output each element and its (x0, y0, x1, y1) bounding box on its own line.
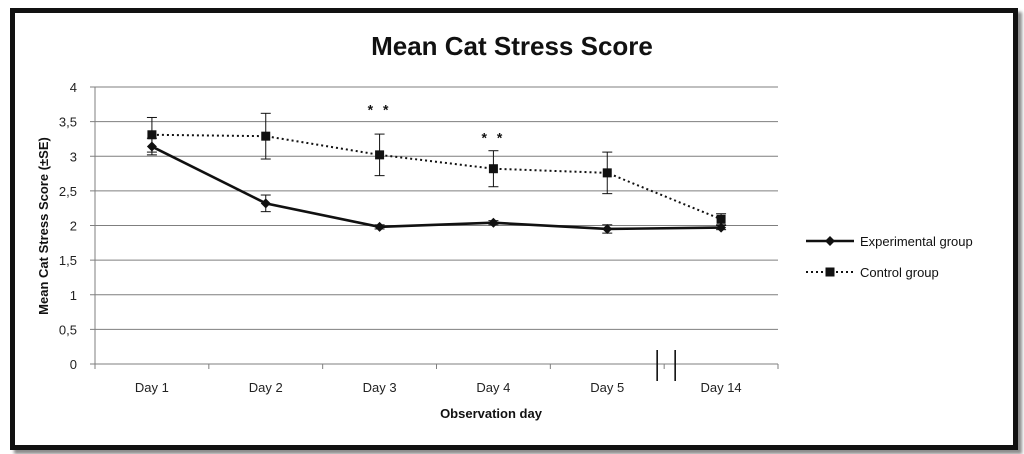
legend-label: Control group (860, 265, 939, 280)
x-tick-label: Day 2 (249, 380, 283, 395)
data-point (147, 130, 157, 140)
y-tick-label: 1,5 (59, 253, 77, 268)
data-point (488, 164, 498, 174)
legend-label: Experimental group (860, 234, 973, 249)
y-tick-label: 3,5 (59, 115, 77, 130)
series-2 (146, 112, 727, 226)
data-point (374, 221, 385, 232)
series-layer (146, 112, 727, 234)
chart-title: Mean Cat Stress Score (371, 31, 653, 61)
y-axis-label: Mean Cat Stress Score (±SE) (36, 137, 51, 315)
y-tick-label: 1 (70, 288, 77, 303)
y-tick-label: 2,5 (59, 184, 77, 199)
y-tick-label: 0 (70, 357, 77, 372)
y-tick-label: 2 (70, 219, 77, 234)
data-point (261, 131, 271, 141)
chart-frame (10, 8, 1018, 450)
significance-marker: * * (368, 102, 392, 118)
y-tick-label: 4 (70, 80, 77, 95)
series-line (151, 133, 722, 221)
x-tick-label: Day 14 (700, 380, 741, 395)
data-point (375, 150, 385, 160)
x-axis-ticks: Day 1 Day 2 Day 3 Day 4 Day 5 Day 14 (135, 380, 742, 395)
legend-item: Experimental group (806, 234, 973, 249)
x-tick-label: Day 3 (363, 380, 397, 395)
series-1 (146, 137, 727, 234)
data-point (602, 223, 613, 234)
x-tick-label: Day 5 (590, 380, 624, 395)
x-axis-label: Observation day (440, 406, 543, 421)
series-line (151, 145, 722, 231)
x-tick-label: Day 1 (135, 380, 169, 395)
legend-item: Control group (806, 265, 939, 280)
y-axis-ticks: 0 0,5 1 1,5 2 2,5 3 3,5 4 (59, 80, 77, 372)
significance-marker: * * (482, 129, 506, 145)
annotations: * * * * (368, 102, 506, 146)
data-point (260, 198, 271, 209)
y-tick-label: 0,5 (59, 322, 77, 337)
data-point (602, 168, 612, 178)
data-point (488, 217, 499, 228)
data-point (716, 214, 726, 224)
x-tick-label: Day 4 (476, 380, 510, 395)
legend-marker (825, 267, 835, 277)
legend-marker (825, 236, 835, 246)
y-tick-label: 3 (70, 149, 77, 164)
legend: Experimental group Control group (806, 234, 973, 280)
axis-break (656, 350, 676, 381)
